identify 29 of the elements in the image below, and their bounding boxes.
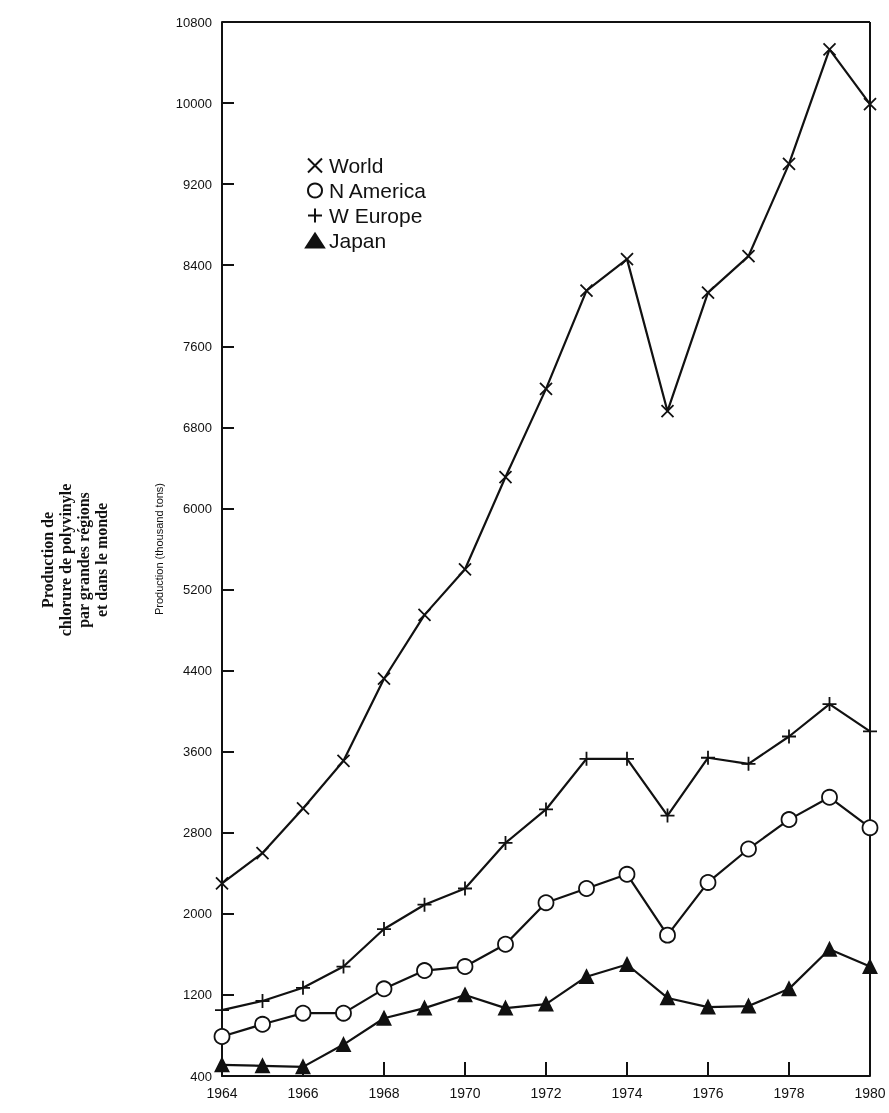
y-tick-label: 10800 bbox=[175, 14, 212, 30]
legend-label: N America bbox=[329, 179, 427, 202]
x-tick-label: 1976 bbox=[692, 1085, 724, 1101]
y-tick-label: 6000 bbox=[183, 500, 212, 516]
y-tick-label: 6800 bbox=[183, 419, 212, 435]
y-tick-label: 4400 bbox=[183, 663, 212, 679]
legend-label: Japan bbox=[329, 229, 387, 252]
y-tick-label: 7600 bbox=[183, 338, 212, 354]
x-tick-label: 1966 bbox=[287, 1085, 319, 1101]
y-axis-title: Production (thousand tons) bbox=[152, 482, 165, 616]
y-tick-label: 2000 bbox=[183, 906, 212, 922]
y-tick-label: 5200 bbox=[183, 582, 212, 598]
y-tick-label: 3600 bbox=[183, 744, 212, 760]
x-tick-label: 1974 bbox=[611, 1085, 643, 1101]
text: Production de chlorure de polyvinyle par grandes régions et dans le monde bbox=[38, 483, 110, 637]
y-tick-label: 2800 bbox=[183, 825, 212, 841]
y-tick-label: 10000 bbox=[175, 95, 212, 111]
x-tick-label: 1972 bbox=[530, 1085, 562, 1101]
legend-label: World bbox=[329, 154, 384, 177]
y-tick-label: 400 bbox=[190, 1068, 212, 1084]
x-tick-label: 1980 bbox=[854, 1085, 886, 1101]
y-tick-label: 8400 bbox=[183, 257, 212, 273]
y-tick-label: 1200 bbox=[183, 987, 212, 1003]
legend-label: W Europe bbox=[329, 204, 423, 227]
x-tick-label: 1964 bbox=[206, 1085, 238, 1101]
x-tick-label: 1970 bbox=[449, 1085, 481, 1101]
x-tick-label: 1968 bbox=[368, 1085, 400, 1101]
x-tick-label: 1978 bbox=[773, 1085, 805, 1101]
y-tick-label: 9200 bbox=[183, 176, 212, 192]
